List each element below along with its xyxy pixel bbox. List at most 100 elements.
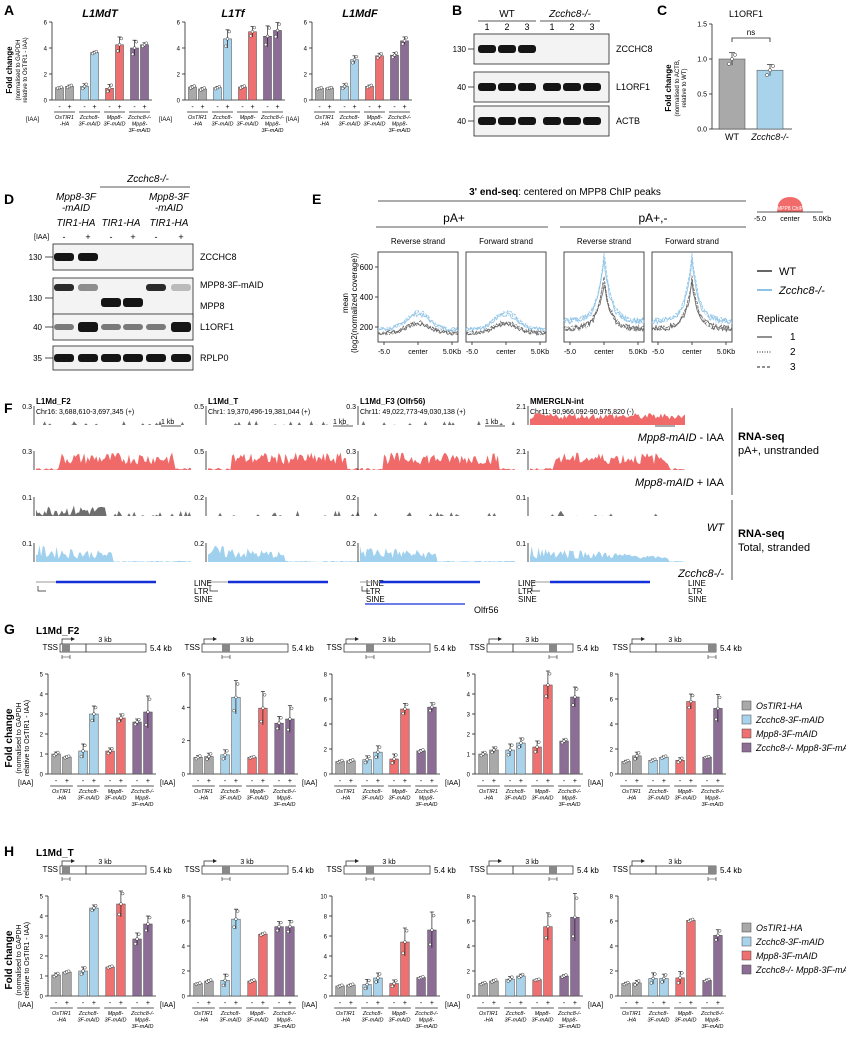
panel-a-1-ytick-label-3: 6 xyxy=(177,21,181,27)
panel-d-band-1-4 xyxy=(146,284,166,291)
panel-f-yval-0-3: 0.1 xyxy=(22,541,32,548)
panel-h-1-ytick-label-0: 0 xyxy=(182,995,186,1001)
panel-d-blot-0 xyxy=(52,243,194,271)
panel-f-locus-name-1: L1Md_T xyxy=(208,397,238,406)
panel-h-3-dot-7-2 xyxy=(575,896,579,900)
panel-g-2-group-label-2-1: 3F-mAID xyxy=(389,796,411,802)
panel-b-label-2: ACTB xyxy=(616,116,640,126)
panel-a-2-dot-2-2 xyxy=(344,82,348,86)
panel-h-0-bar-4 xyxy=(105,966,115,997)
panel-a-0-group-label-3-2: 3F-mAID xyxy=(129,128,151,134)
panel-h-2-ytick-label-4: 8 xyxy=(324,915,328,921)
panel-h-2-ytick-label-0: 0 xyxy=(324,995,328,1001)
panel-h-2-group-label-3-0: Zcchc8-/- xyxy=(414,1011,438,1017)
panel-h-4-ytick-label-0: 0 xyxy=(610,995,614,1001)
panel-f-signal-3-1 xyxy=(530,452,685,470)
panel-g-3-dot-7-2 xyxy=(575,687,579,691)
panel-a-0-dot-5-0 xyxy=(116,49,120,53)
panel-g-4-ytick-label-3: 6 xyxy=(610,698,614,704)
panel-h-1-bar-7 xyxy=(285,926,295,997)
panel-f-track-label-gene-2: WT xyxy=(707,522,725,534)
panel-f-ann-ltr-2 xyxy=(361,586,370,592)
panel-a-0-dot-6-2 xyxy=(134,40,138,44)
panel-a-2-dot-6-0 xyxy=(391,55,395,59)
panel-h-3-dot-3-2 xyxy=(521,972,525,977)
panel-f-ann-ltr-0 xyxy=(37,586,46,592)
panel-b-band-1-0 xyxy=(478,83,496,91)
panel-a-1-dot-6-0 xyxy=(264,42,268,47)
panel-a-2-dot-1-2 xyxy=(329,85,333,90)
panel-a-1-dot-1-2 xyxy=(202,86,206,90)
panel-e-legend-wt: WT xyxy=(779,266,796,278)
panel-g-3-group-label-2-1: 3F-mAID xyxy=(532,796,554,802)
panel-h-3-ytick-label-1: 2 xyxy=(467,970,471,976)
panel-g-3-dot-5-2 xyxy=(548,672,552,676)
panel-b-label-1: L1ORF1 xyxy=(616,82,650,92)
panel-h-kb54-1: 5.4 kb xyxy=(292,866,314,875)
panel-h-1-bar-5 xyxy=(258,933,268,997)
panel-g-3-sign-7: + xyxy=(573,778,577,785)
panel-letter-f: F xyxy=(4,400,13,416)
panel-g-4-ytick-label-0: 0 xyxy=(610,773,614,779)
panel-a-1-group-label-0-1: -HA xyxy=(193,122,203,128)
panel-g-0-dot-5-2 xyxy=(121,713,125,717)
panel-h-1-group-label-2-1: 3F-mAID xyxy=(247,1018,269,1024)
panel-f-signal-2-1 xyxy=(360,452,515,470)
panel-g-3-sign-1: + xyxy=(492,778,496,785)
panel-h-2-group-label-2-0: Mpp8- xyxy=(392,1011,408,1017)
panel-h-0-group-label-1-0: Zcchc8- xyxy=(78,1011,99,1017)
panel-g-1-dot-7-1 xyxy=(288,717,292,721)
panel-g-0-group-label-1-0: Zcchc8- xyxy=(78,789,99,795)
panel-g-4-dot-1-2 xyxy=(637,751,641,755)
panel-g-4-sign-3: + xyxy=(662,778,666,785)
panel-g-4-group-label-2-1: 3F-mAID xyxy=(675,796,697,802)
panel-g-0-sign-4: - xyxy=(109,778,112,785)
panel-h-ylabel-1: Fold change xyxy=(4,930,15,989)
panel-g-gene-box-0 xyxy=(59,643,147,653)
panel-g-3-dot-1-1 xyxy=(492,748,496,752)
panel-g-gene-box-1 xyxy=(201,643,289,653)
panel-e-xtick-label-3-2: 5.0Kb xyxy=(717,349,735,356)
panel-f-olfr-label: Olfr56 xyxy=(474,605,499,615)
panel-c-ylabel-2: (normalised to ACTB, xyxy=(675,59,681,116)
panel-h-0-dot-3-2 xyxy=(94,903,98,908)
panel-g-1-dot-1-2 xyxy=(209,752,213,756)
panel-h-1-sign-7: + xyxy=(288,1000,292,1007)
panel-f-locus-name-3: MMERGLN-int xyxy=(530,397,584,406)
panel-h-kb3-1: 3 kb xyxy=(240,859,253,866)
panel-g-2-group-label-2-0: Mpp8- xyxy=(392,789,408,795)
panel-a-2-ytick-label-0: 0 xyxy=(304,99,308,105)
panel-g-0-dot-2-2 xyxy=(83,743,87,748)
panel-f-locus-coord-0: Chr16: 3,688,610-3,697,345 (+) xyxy=(36,409,134,416)
panel-h-1-bar-4 xyxy=(247,980,257,997)
panel-g-1-ytick-label-2: 4 xyxy=(182,706,186,712)
panel-g-4-bar-6 xyxy=(702,756,712,775)
panel-g-4-dot-7-2 xyxy=(718,695,722,700)
panel-a-2-sign-3: + xyxy=(352,104,356,111)
panel-e-title: 3' end-seq: centered on MPP8 ChIP peaks xyxy=(469,187,661,198)
panel-g-primer-1 xyxy=(221,655,231,659)
panel-g-2-dot-5-0 xyxy=(401,711,405,716)
panel-h-3-group-label-2-0: Mpp8- xyxy=(535,1011,551,1017)
panel-e-group1-text: pA+ xyxy=(443,211,465,225)
panel-h-1-sign-1: + xyxy=(207,1000,211,1007)
panel-e-chip-label: MPP8 ChIP xyxy=(777,206,804,212)
panel-g-2-dot-7-0 xyxy=(428,708,432,713)
panel-g-1-dot-2-1 xyxy=(223,753,227,757)
panel-f: F L1Md_F2 Chr16: 3,688,610-3,697,345 (+) 1… xyxy=(4,397,819,615)
panel-f-yval-2-1: 0.3 xyxy=(346,449,356,456)
panel-a-1-dot-3-0 xyxy=(224,44,228,48)
panel-h-0-group-label-0-1: -HA xyxy=(57,1018,67,1024)
panel-f-ann-label-0-0: LINE xyxy=(194,579,212,588)
panel-d-label-3: RPLP0 xyxy=(200,353,229,363)
panel-f-yval-2-3: 0.2 xyxy=(346,541,356,548)
panel-h-4-bar-5 xyxy=(686,920,696,997)
panel-h-2-sign-7: + xyxy=(430,1000,434,1007)
panel-a-0-dot-2-2 xyxy=(84,82,88,86)
panel-h-2-dot-1-2 xyxy=(351,982,355,986)
panel-d-band-3-4 xyxy=(146,354,166,362)
panel-a-2-dot-7-2 xyxy=(404,36,408,40)
panel-e-line-3-ko-1 xyxy=(651,257,733,325)
panel-h-1-sign-2: - xyxy=(224,1000,227,1007)
